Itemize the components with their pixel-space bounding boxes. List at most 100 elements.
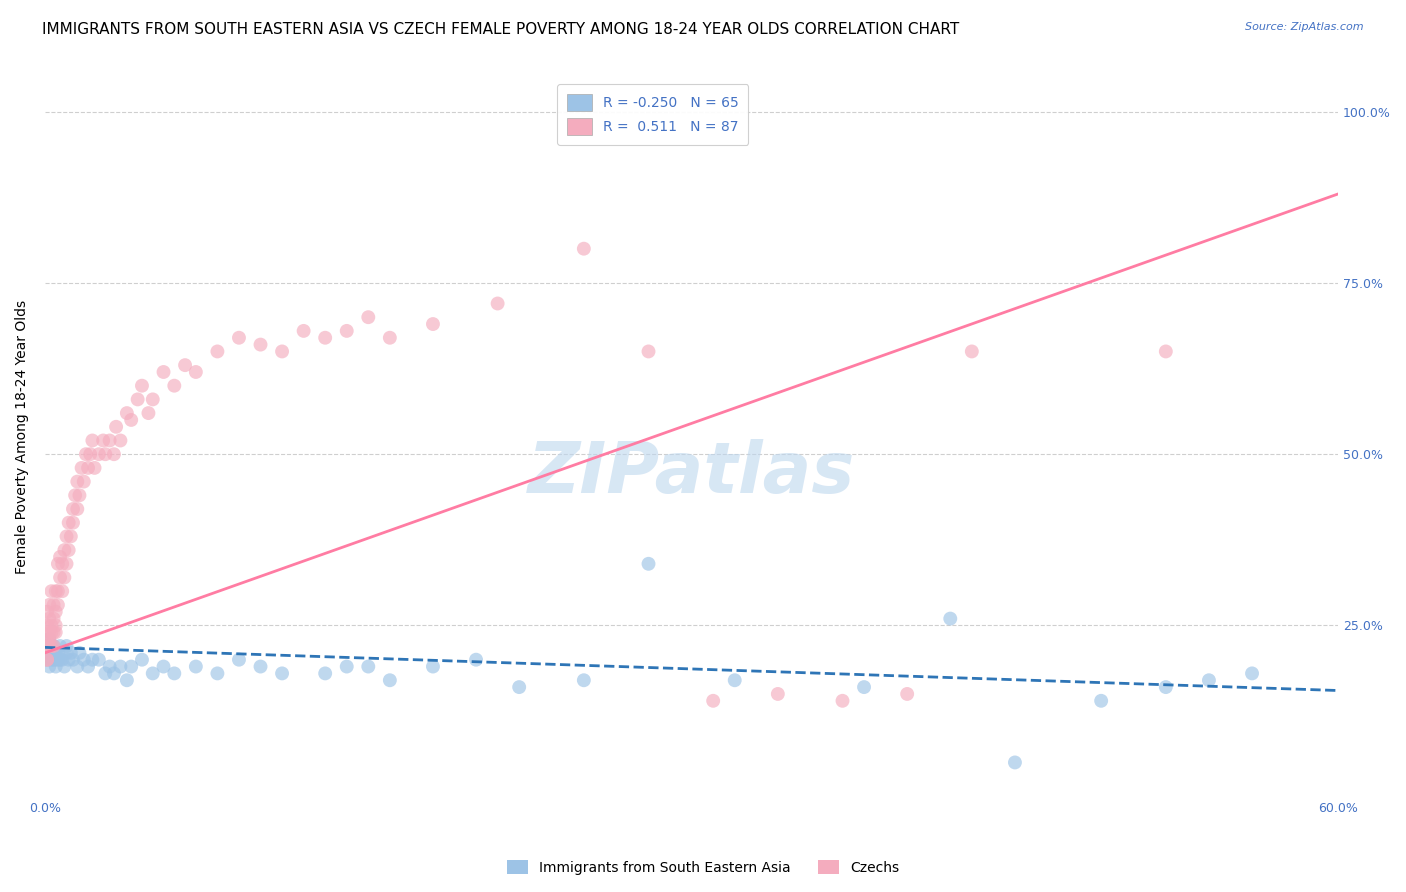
Point (46, 653, 69, 667)
Point (41, 653, 63, 667)
Point (58, 653, 80, 667)
Point (58, 543, 80, 558)
Point (249, 659, 271, 673)
Point (38, 639, 60, 653)
Point (53, 543, 76, 558)
Point (1198, 673, 1220, 688)
Point (42, 639, 65, 653)
Point (271, 344, 294, 359)
Point (49, 653, 72, 667)
Point (79, 447, 101, 461)
Point (49, 639, 72, 653)
Point (110, 659, 132, 673)
Point (46, 584, 69, 599)
Point (49, 549, 72, 564)
Point (66, 659, 89, 673)
Point (422, 317, 444, 331)
Point (73, 475, 96, 489)
Point (271, 666, 294, 681)
Point (637, 344, 659, 359)
Point (55, 529, 77, 543)
Point (42, 646, 65, 660)
Point (46, 598, 69, 612)
Point (163, 378, 186, 392)
Point (637, 557, 659, 571)
Point (91, 434, 114, 448)
Text: IMMIGRANTS FROM SOUTH EASTERN ASIA VS CZECH FEMALE POVERTY AMONG 18-24 YEAR OLDS: IMMIGRANTS FROM SOUTH EASTERN ASIA VS CZ… (42, 22, 959, 37)
Point (37, 639, 59, 653)
Point (37, 639, 59, 653)
Point (38, 632, 60, 647)
Point (53, 570, 76, 584)
Point (59, 646, 82, 660)
Point (42, 639, 65, 653)
Point (82, 653, 104, 667)
Point (51, 653, 73, 667)
Point (45, 625, 67, 640)
Point (41, 625, 63, 640)
Point (378, 331, 401, 345)
Point (94, 447, 117, 461)
Point (38, 646, 60, 660)
Point (37, 632, 59, 647)
Point (314, 331, 336, 345)
Point (66, 502, 89, 516)
Point (62, 516, 84, 530)
Point (336, 659, 359, 673)
Point (152, 365, 174, 379)
Point (174, 358, 197, 372)
Point (724, 673, 747, 688)
Point (82, 434, 104, 448)
Point (152, 659, 174, 673)
Point (42, 598, 65, 612)
Point (45, 605, 67, 619)
Point (51, 557, 73, 571)
Point (42, 611, 65, 625)
Point (37, 653, 59, 667)
Point (63, 488, 86, 502)
Point (37, 605, 59, 619)
Point (77, 461, 100, 475)
Point (46, 646, 69, 660)
Point (59, 529, 82, 543)
Point (336, 324, 359, 338)
Point (314, 666, 336, 681)
Point (83, 461, 105, 475)
Point (94, 666, 117, 681)
Point (62, 653, 84, 667)
Point (142, 392, 165, 407)
Point (51, 584, 73, 599)
Point (41, 639, 63, 653)
Point (142, 666, 165, 681)
Y-axis label: Female Poverty Among 18-24 Year Olds: Female Poverty Among 18-24 Year Olds (15, 300, 30, 574)
Point (66, 475, 89, 489)
Point (572, 673, 595, 688)
Point (42, 653, 65, 667)
Point (105, 419, 128, 434)
Point (184, 365, 207, 379)
Point (55, 557, 77, 571)
Point (422, 659, 444, 673)
Point (69, 488, 91, 502)
Point (1090, 694, 1112, 708)
Point (45, 618, 67, 632)
Point (42, 625, 65, 640)
Point (960, 344, 983, 359)
Point (131, 653, 153, 667)
Point (46, 557, 69, 571)
Point (37, 639, 59, 653)
Point (228, 653, 250, 667)
Point (75, 447, 97, 461)
Point (138, 406, 160, 420)
Point (357, 659, 380, 673)
Point (38, 639, 60, 653)
Point (45, 584, 67, 599)
Point (38, 659, 60, 673)
Point (41, 646, 63, 660)
Point (87, 653, 110, 667)
Point (1241, 666, 1264, 681)
Point (41, 584, 63, 599)
Point (103, 666, 125, 681)
Point (41, 618, 63, 632)
Point (62, 502, 84, 516)
